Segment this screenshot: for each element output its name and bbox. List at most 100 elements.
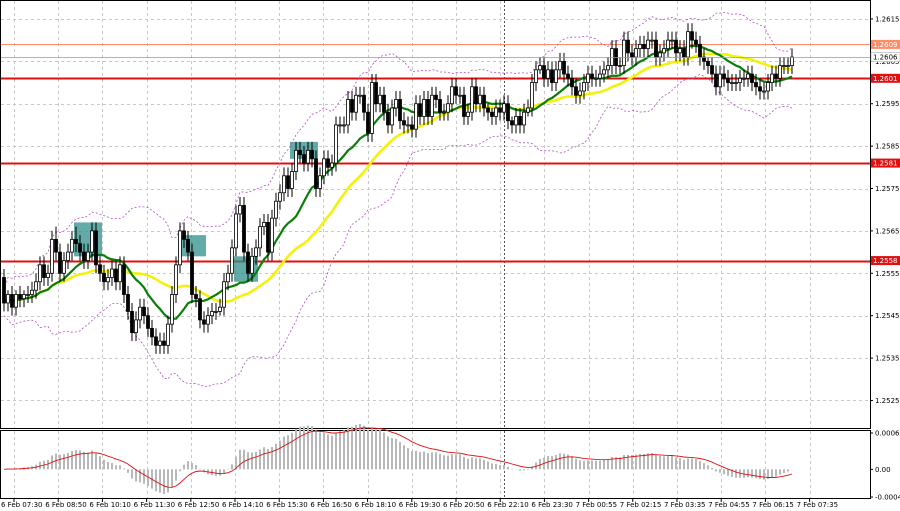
candle-body — [782, 65, 786, 67]
candle-body — [690, 31, 694, 41]
candle-body — [86, 251, 90, 261]
candle-body — [454, 86, 458, 96]
candle-body — [222, 281, 226, 308]
candle-body — [138, 306, 142, 321]
candle-body — [218, 306, 222, 312]
y-tick-label: 1.2615 — [875, 15, 900, 23]
candle-body — [738, 77, 742, 83]
candle-body — [634, 48, 638, 58]
candle-body — [442, 111, 446, 114]
candle-body — [670, 39, 674, 42]
candle-body — [770, 73, 774, 83]
candle-body — [522, 111, 526, 126]
candle-body — [638, 43, 642, 50]
candle-body — [702, 56, 706, 62]
candle-body — [562, 60, 566, 75]
level-tag — [871, 73, 900, 83]
candle-body — [526, 107, 530, 113]
candle-body — [194, 294, 198, 300]
candle-body — [178, 230, 182, 266]
candle-body — [630, 52, 634, 58]
candle-body — [614, 48, 618, 66]
candle-body — [706, 60, 710, 66]
current-price-label: 1.2606 — [873, 54, 898, 62]
time-axis: 6 Feb 07:30 6 Feb 08:50 6 Feb 10:10 6 Feb 1… — [1, 499, 838, 509]
x-tick-label: 6 Feb 14:10 — [222, 501, 263, 509]
candle-body — [394, 99, 398, 109]
x-tick-label: 6 Feb 11:30 — [134, 501, 175, 509]
candle-body — [494, 107, 498, 117]
candle-body — [350, 99, 354, 113]
candle-body — [554, 69, 558, 83]
candle-body — [694, 39, 698, 45]
fast-ma-line — [3, 44, 793, 320]
candle-body — [426, 99, 430, 117]
candle-body — [398, 99, 402, 122]
x-tick-label: 7 Feb 02:15 — [620, 501, 661, 509]
candle-body — [438, 99, 442, 113]
candle-body — [370, 82, 374, 134]
candle-body — [26, 294, 30, 296]
y-tick-label: 1.2555 — [875, 270, 900, 278]
candle-body — [582, 82, 586, 92]
level-tag-label: 1.2558 — [873, 257, 898, 265]
candle-body — [510, 120, 514, 126]
candle-body — [786, 65, 790, 67]
x-tick-label: 7 Feb 04:55 — [708, 501, 749, 509]
candle-body — [666, 39, 670, 50]
candle-body — [206, 315, 210, 325]
candle-body — [262, 222, 266, 228]
candle-body — [310, 149, 314, 160]
macd-y-tick-label: 0.00 — [875, 466, 891, 474]
candle-body — [266, 222, 270, 253]
candle-body — [94, 230, 98, 266]
candle-body — [730, 82, 734, 84]
y-tick-label: 1.2565 — [875, 227, 900, 235]
x-tick-label: 6 Feb 08:50 — [45, 501, 86, 509]
candle-body — [246, 251, 250, 274]
candle-body — [134, 319, 138, 334]
candle-body — [418, 103, 422, 117]
x-tick-label: 6 Feb 15:30 — [266, 501, 307, 509]
candle-body — [606, 65, 610, 71]
candle-body — [66, 251, 70, 261]
candle-body — [98, 264, 102, 274]
candle-body — [50, 238, 54, 274]
candle-body — [410, 124, 414, 130]
candle-body — [446, 103, 450, 113]
candle-body — [470, 86, 474, 113]
candle-body — [166, 323, 170, 346]
candle-body — [210, 311, 214, 317]
level-tag-label: 1.2609 — [873, 41, 898, 49]
candle-body — [734, 82, 738, 84]
candle-body — [570, 77, 574, 88]
candle-body — [566, 73, 570, 79]
upper-band-line — [3, 12, 793, 291]
candle-body — [314, 158, 318, 189]
candle-body — [250, 255, 254, 274]
current-price-tag — [870, 52, 900, 62]
y-tick-label: 1.2585 — [875, 143, 900, 151]
slow-ma-line — [3, 52, 793, 304]
candle-body — [714, 73, 718, 88]
candle-body — [110, 268, 114, 278]
candle-body — [190, 251, 194, 295]
candle-body — [458, 94, 462, 97]
candle-body — [10, 294, 14, 308]
candle-body — [6, 294, 10, 304]
y-tick-label: 1.2575 — [875, 185, 900, 193]
candle-body — [82, 251, 86, 261]
candle-body — [22, 294, 26, 300]
candle-body — [578, 90, 582, 96]
candle-body — [742, 77, 746, 80]
signal-box — [234, 256, 258, 282]
candle-body — [710, 65, 714, 75]
candle-body — [374, 82, 378, 105]
candle-body — [462, 94, 466, 117]
candle-body — [602, 69, 606, 75]
candle-body — [790, 56, 794, 66]
candle-body — [378, 94, 382, 105]
x-tick-label: 7 Feb 00:55 — [576, 501, 617, 509]
candle-body — [726, 77, 730, 83]
